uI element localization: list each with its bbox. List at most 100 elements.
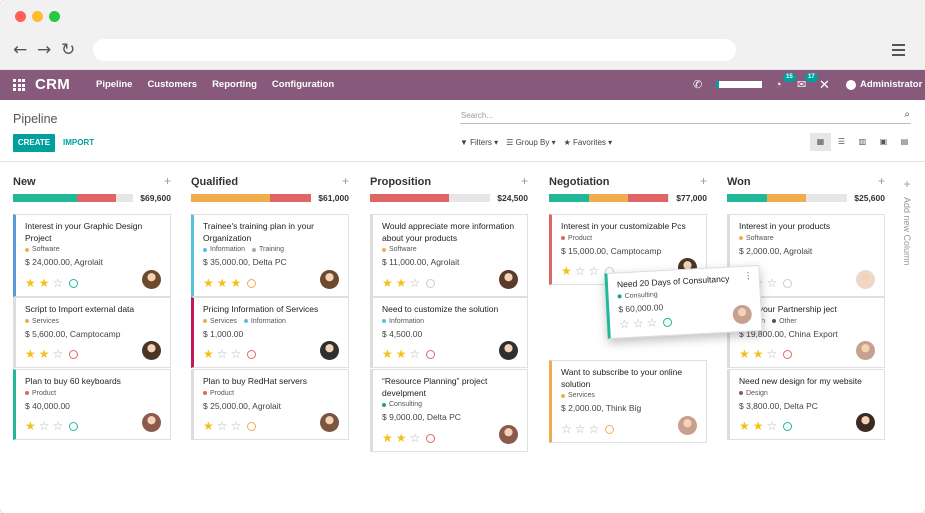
priority-star-icon[interactable]: ☆	[216, 347, 228, 361]
priority-star-icon[interactable]: ☆	[618, 316, 631, 332]
priority-star-icon[interactable]: ☆	[230, 419, 242, 433]
priority-star-icon[interactable]: ☆	[561, 422, 572, 436]
priority-star-icon[interactable]: ★	[752, 419, 764, 433]
favorites-dropdown[interactable]: ★ Favorites ▾	[563, 138, 613, 147]
priority-star-icon[interactable]: ☆	[766, 276, 778, 290]
search-input[interactable]: Search... ⌕	[460, 109, 911, 124]
status-indicator-icon[interactable]	[247, 349, 257, 359]
kanban-card[interactable]: Plan to buy RedHat servers Product $ 25,00…	[191, 369, 349, 440]
add-card-plus-icon[interactable]: +	[699, 174, 707, 188]
priority-star-icon[interactable]: ☆	[409, 431, 421, 445]
kanban-card[interactable]: Script to Import external data Services $ …	[13, 297, 171, 368]
menu-item-reporting[interactable]: Reporting	[212, 79, 257, 90]
priority-star-icon[interactable]: ★	[739, 347, 750, 361]
create-button[interactable]: CREATE	[13, 134, 55, 152]
pivot-view-icon[interactable]: ▤	[900, 137, 909, 146]
calendar-view-icon[interactable]: ▣	[879, 137, 888, 146]
progress-segment[interactable]	[628, 194, 668, 202]
priority-star-icon[interactable]: ★	[203, 419, 214, 433]
priority-star-icon[interactable]: ★	[203, 347, 214, 361]
priority-star-icon[interactable]: ☆	[574, 264, 586, 278]
chat-icon[interactable]: ✉ 17	[797, 73, 818, 93]
forward-arrow-icon[interactable]: →	[37, 40, 52, 60]
priority-star-icon[interactable]: ☆	[588, 422, 600, 436]
status-indicator-icon[interactable]	[69, 421, 79, 431]
status-indicator-icon[interactable]	[783, 349, 793, 359]
kanban-card[interactable]: Pricing Information of Services Services I…	[191, 297, 349, 368]
add-card-plus-icon[interactable]: +	[877, 174, 885, 188]
priority-star-icon[interactable]: ☆	[766, 347, 778, 361]
priority-star-icon[interactable]: ☆	[646, 315, 658, 330]
kanban-card[interactable]: “Resource Planning” project develpment Co…	[370, 369, 528, 452]
priority-star-icon[interactable]: ★	[38, 347, 50, 361]
kanban-card[interactable]: Want to subscribe to your online solutio…	[549, 360, 707, 443]
add-column[interactable]: + Add new Column	[897, 177, 917, 266]
priority-star-icon[interactable]: ★	[395, 276, 407, 290]
kanban-card[interactable]: Need new design for my website Design $ 3,…	[727, 369, 885, 440]
priority-star-icon[interactable]: ★	[739, 419, 750, 433]
phone-icon[interactable]: ✆	[693, 79, 703, 91]
priority-star-icon[interactable]: ★	[230, 276, 242, 290]
priority-star-icon[interactable]: ★	[25, 347, 36, 361]
list-view-icon[interactable]: ☰	[837, 137, 846, 146]
kanban-card[interactable]: Plan to buy 60 keyboards Product $ 40,000.…	[13, 369, 171, 440]
status-indicator-icon[interactable]	[605, 424, 615, 434]
priority-star-icon[interactable]: ☆	[588, 264, 600, 278]
priority-star-icon[interactable]: ★	[382, 276, 393, 290]
priority-star-icon[interactable]: ☆	[52, 419, 64, 433]
kanban-card[interactable]: Interest in your products Software $ 2,000…	[727, 214, 885, 297]
priority-star-icon[interactable]: ★	[216, 276, 228, 290]
apps-grid-icon[interactable]	[13, 79, 25, 91]
priority-star-icon[interactable]: ★	[382, 347, 393, 361]
priority-star-icon[interactable]: ☆	[409, 347, 421, 361]
status-indicator-icon[interactable]	[247, 278, 257, 288]
status-indicator-icon[interactable]	[69, 278, 79, 288]
status-indicator-icon[interactable]	[247, 421, 257, 431]
priority-star-icon[interactable]: ☆	[632, 316, 644, 331]
user-menu[interactable]: Administrator	[846, 79, 922, 90]
priority-star-icon[interactable]: ☆	[766, 419, 778, 433]
priority-star-icon[interactable]: ★	[382, 431, 393, 445]
progress-segment[interactable]	[588, 194, 629, 202]
priority-star-icon[interactable]: ★	[395, 431, 407, 445]
search-icon[interactable]: ⌕	[904, 109, 910, 120]
status-indicator-icon[interactable]	[663, 317, 673, 327]
import-button[interactable]: IMPORT	[63, 138, 95, 147]
priority-star-icon[interactable]: ★	[203, 276, 214, 290]
priority-star-icon[interactable]: ★	[38, 276, 50, 290]
kanban-card[interactable]: Interest in your Graphic Design Project S…	[13, 214, 171, 297]
menu-item-pipeline[interactable]: Pipeline	[96, 79, 133, 90]
status-indicator-icon[interactable]	[783, 278, 793, 288]
priority-star-icon[interactable]: ☆	[52, 347, 64, 361]
close-icon[interactable]: ✕	[819, 77, 830, 92]
status-indicator-icon[interactable]	[426, 278, 436, 288]
kanban-card[interactable]: Would appreciate more information about …	[370, 214, 528, 297]
progress-segment[interactable]	[766, 194, 807, 202]
graph-view-icon[interactable]: ▥	[858, 137, 867, 146]
status-indicator-icon[interactable]	[783, 421, 793, 431]
browser-menu-icon[interactable]	[892, 44, 905, 59]
status-indicator-icon[interactable]	[69, 349, 79, 359]
add-card-plus-icon[interactable]: +	[341, 174, 349, 188]
progress-segment[interactable]	[270, 194, 311, 202]
priority-star-icon[interactable]: ☆	[409, 276, 421, 290]
kanban-card[interactable]: Trainee's training plan in your Organiza…	[191, 214, 349, 297]
progress-segment[interactable]	[13, 194, 77, 202]
priority-star-icon[interactable]: ☆	[38, 419, 50, 433]
minimize-window-button[interactable]	[32, 11, 43, 22]
status-indicator-icon[interactable]	[426, 349, 436, 359]
reload-icon[interactable]: ↻	[61, 40, 76, 60]
activity-clock-icon[interactable]: ◔ 15	[775, 73, 796, 93]
priority-star-icon[interactable]: ☆	[52, 276, 64, 290]
add-card-plus-icon[interactable]: +	[520, 174, 528, 188]
priority-star-icon[interactable]: ★	[395, 347, 407, 361]
back-arrow-icon[interactable]: ←	[13, 40, 28, 60]
kanban-view-icon[interactable]: ▦	[810, 133, 831, 151]
progress-segment[interactable]	[370, 194, 450, 202]
status-indicator-icon[interactable]	[426, 433, 436, 443]
filters-dropdown[interactable]: ▼ Filters ▾	[460, 138, 499, 147]
priority-star-icon[interactable]: ★	[25, 419, 36, 433]
priority-star-icon[interactable]: ★	[561, 264, 572, 278]
progress-segment[interactable]	[727, 194, 767, 202]
kanban-card[interactable]: Need to customize the solution Informatio…	[370, 297, 528, 368]
